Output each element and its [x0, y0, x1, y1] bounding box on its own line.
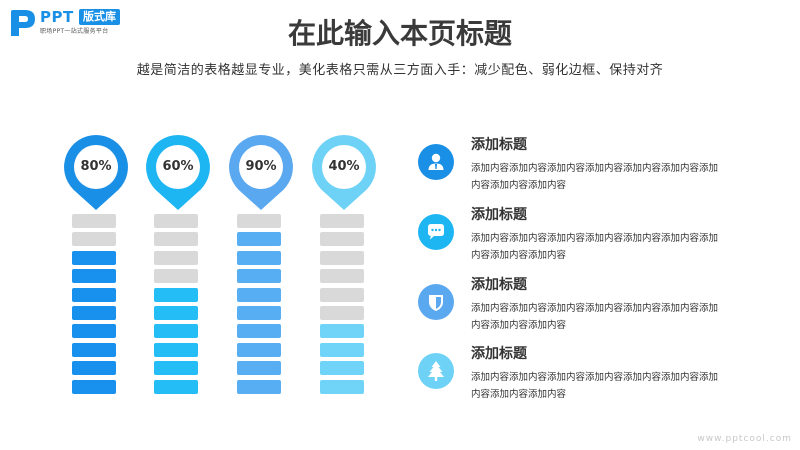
bar-segment-empty: [237, 214, 281, 228]
map-pin-icon: [64, 135, 128, 210]
bar-segment-filled: [154, 361, 198, 376]
bar-segment-empty: [320, 287, 364, 302]
map-pin-icon: [312, 135, 376, 210]
bar-segment-filled: [72, 379, 116, 394]
bar-segment-empty: [154, 214, 198, 228]
chart-column: 60%: [146, 135, 210, 400]
item-text: 添加内容添加内容添加内容添加内容添加内容添加内容添加内容添加内容添加内容: [471, 372, 719, 400]
user-icon: [418, 144, 454, 180]
bar-segment-filled: [237, 232, 281, 247]
bar-segment-filled: [237, 269, 281, 284]
bar-segment-filled: [154, 306, 198, 320]
bar-segment-empty: [320, 250, 364, 265]
bar-segment-filled: [72, 306, 116, 320]
percent-label: 40%: [328, 159, 360, 174]
bar-segment-filled: [320, 361, 364, 376]
info-item: 添加标题 添加内容添加内容添加内容添加内容添加内容添加内容添加内容添加内容添加内…: [418, 136, 738, 202]
page-subtitle: 越是简洁的表格越显专业，美化表格只需从三方面入手：减少配色、弱化边框、保持对齐: [136, 63, 664, 78]
chart-column: 40%: [312, 135, 376, 400]
chart-column: 80%: [64, 135, 128, 400]
item-title: 添加标题: [471, 277, 527, 293]
bar-segment-empty: [72, 214, 116, 228]
bar-segment-filled: [72, 342, 116, 357]
bar-segment-filled: [72, 250, 116, 265]
bar-segment-filled: [154, 379, 198, 394]
item-text: 添加内容添加内容添加内容添加内容添加内容添加内容添加内容添加内容添加内容: [471, 163, 719, 191]
percent-label: 60%: [162, 159, 194, 174]
item-title: 添加标题: [471, 346, 527, 362]
bar-segment-filled: [72, 324, 116, 339]
item-title: 添加标题: [471, 207, 527, 223]
item-text: 添加内容添加内容添加内容添加内容添加内容添加内容添加内容添加内容添加内容: [471, 233, 719, 261]
chart-column: 90%: [229, 135, 293, 400]
watermark: www.pptcool.com: [697, 434, 792, 444]
bar-segment-filled: [237, 379, 281, 394]
bar-segment-filled: [72, 287, 116, 302]
bar-segment-empty: [154, 269, 198, 284]
bar-segment-filled: [154, 287, 198, 302]
brand-logo: PPT 版式库 职场PPT一站式服务平台: [8, 8, 168, 38]
chat-icon: [418, 214, 454, 250]
bar-segment-filled: [154, 342, 198, 357]
map-pin-icon: [146, 135, 210, 210]
logo-badge: 版式库: [79, 9, 120, 25]
logo-p-icon: [11, 10, 35, 36]
info-item: 添加标题 添加内容添加内容添加内容添加内容添加内容添加内容添加内容添加内容添加内…: [418, 345, 738, 411]
bar-segment-filled: [237, 306, 281, 320]
map-pin-icon: [229, 135, 293, 210]
page-title: 在此输入本页标题: [287, 17, 512, 50]
bar-segment-empty: [320, 214, 364, 228]
bar-segment-empty: [72, 232, 116, 247]
bar-segment-filled: [320, 324, 364, 339]
bar-segment-filled: [237, 361, 281, 376]
bar-segment-filled: [237, 342, 281, 357]
bar-segment-filled: [237, 250, 281, 265]
bar-segment-filled: [237, 324, 281, 339]
bar-segment-empty: [320, 306, 364, 320]
bar-segment-empty: [320, 269, 364, 284]
info-item: 添加标题 添加内容添加内容添加内容添加内容添加内容添加内容添加内容添加内容添加内…: [418, 206, 738, 272]
bar-segment-empty: [320, 232, 364, 247]
item-text: 添加内容添加内容添加内容添加内容添加内容添加内容添加内容添加内容添加内容: [471, 303, 719, 331]
percent-label: 80%: [80, 159, 112, 174]
bar-segment-filled: [320, 379, 364, 394]
bar-segment-filled: [320, 342, 364, 357]
bar-segment-filled: [72, 269, 116, 284]
tree-icon: [418, 353, 454, 389]
bar-segment-empty: [154, 250, 198, 265]
bar-segment-filled: [154, 324, 198, 339]
logo-brand-text: PPT: [40, 8, 74, 26]
percent-label: 90%: [245, 159, 277, 174]
info-item: 添加标题 添加内容添加内容添加内容添加内容添加内容添加内容添加内容添加内容添加内…: [418, 276, 738, 342]
item-title: 添加标题: [471, 137, 527, 153]
bar-segment-filled: [72, 361, 116, 376]
bar-segment-empty: [154, 232, 198, 247]
bar-segment-filled: [237, 287, 281, 302]
logo-tagline: 职场PPT一站式服务平台: [40, 28, 109, 35]
shield-icon: [418, 284, 454, 320]
